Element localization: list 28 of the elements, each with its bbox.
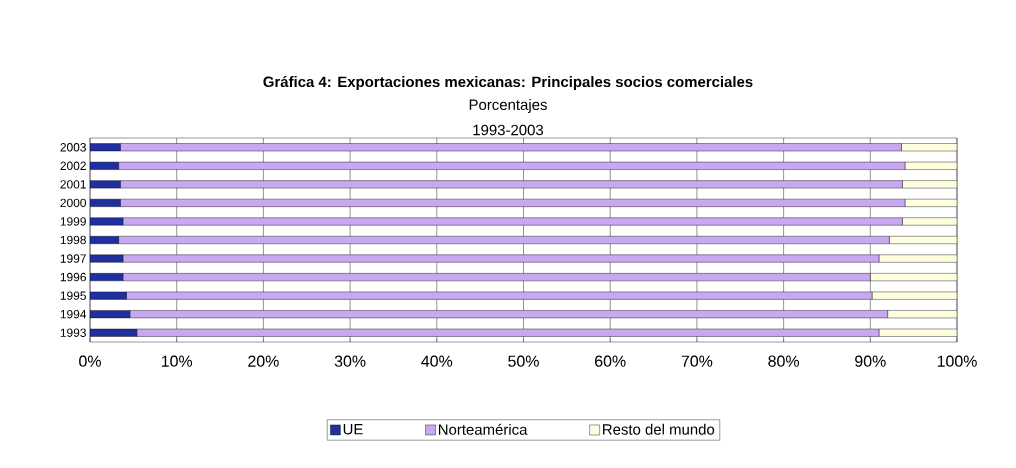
legend-label: Norteamérica <box>438 423 528 435</box>
x-tick-label: 10% <box>161 355 193 367</box>
chart-subtitle: Porcentajes <box>469 99 547 113</box>
y-tick-label: 2002 <box>60 161 86 171</box>
x-tick-label: 100% <box>937 355 977 367</box>
legend-label: UE <box>343 424 363 435</box>
text: 1993-2003 <box>473 124 544 136</box>
y-tick-label: 2003 <box>60 143 86 152</box>
x-tick-label: 50% <box>508 355 539 367</box>
y-tick-label: 1995 <box>60 291 86 300</box>
y-tick-label: 1993 <box>60 328 86 337</box>
x-tick-label: 30% <box>334 355 366 367</box>
x-tick-label: 40% <box>421 355 453 367</box>
x-tick-label: 0% <box>79 355 101 367</box>
x-tick-label: 90% <box>855 355 886 367</box>
x-tick-label: 80% <box>768 355 799 367</box>
y-tick-label: 1997 <box>60 254 86 263</box>
x-tick-label: 70% <box>681 355 713 367</box>
y-tick-label: 1998 <box>60 235 86 245</box>
x-tick-label: 60% <box>595 355 626 367</box>
y-tick-label: 1996 <box>60 272 86 282</box>
chart-title: Gráfica 4: Exportaciones mexicanas: Principales socios comerciales <box>263 75 753 91</box>
y-tick-label: 2000 <box>60 198 87 208</box>
y-tick-label: 1994 <box>60 309 87 319</box>
y-tick-label: 2001 <box>60 180 86 189</box>
y-tick-label: 1999 <box>60 217 86 226</box>
x-tick-label: 20% <box>248 355 279 367</box>
legend-label: Resto del mundo <box>603 423 715 435</box>
